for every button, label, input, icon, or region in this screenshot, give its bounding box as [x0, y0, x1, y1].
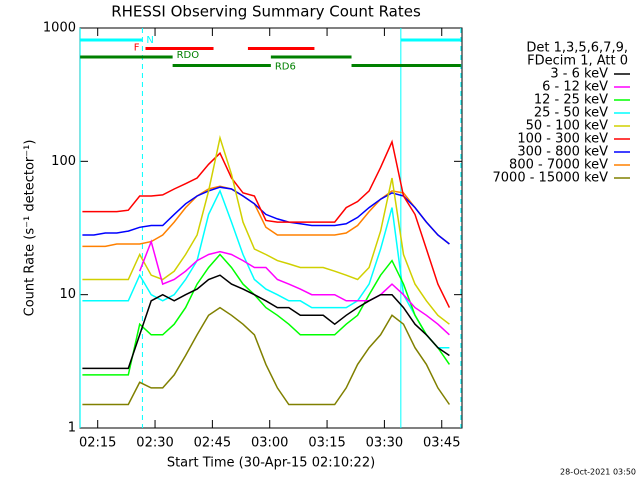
y-tick-label: 1	[68, 421, 76, 436]
legend-label: 25 - 50 keV	[534, 106, 608, 121]
x-tick-label: 03:00	[251, 436, 288, 451]
y-tick-label: 100	[51, 154, 76, 169]
x-axis-label: Start Time (30-Apr-15 02:10:22)	[167, 456, 375, 471]
x-tick-label: 03:30	[366, 436, 403, 451]
footer: 28-Oct-2021 03:50	[560, 468, 636, 477]
legend-label: 3 - 6 keV	[550, 67, 608, 82]
y-axis-label: Count Rate (s⁻¹ detector⁻¹)	[23, 140, 38, 317]
x-tick-label: 03:15	[308, 436, 345, 451]
x-tick-label: 02:15	[79, 436, 116, 451]
series-line	[82, 306, 451, 406]
legend-label: 12 - 25 keV	[534, 93, 608, 108]
legend-label: 50 - 100 keV	[526, 119, 609, 134]
legend-label: 300 - 800 keV	[517, 145, 608, 160]
x-tick-label: 03:45	[423, 436, 460, 451]
x-tick-label: 02:30	[136, 436, 173, 451]
legend-label: 800 - 7000 keV	[509, 158, 608, 173]
series-line	[82, 188, 450, 349]
y-tick-label: 10	[59, 287, 76, 302]
legend-header: Det 1,3,5,6,7,9,	[526, 41, 628, 56]
legend-label: 6 - 12 keV	[542, 80, 608, 95]
series-line	[82, 274, 450, 370]
legend-label: 7000 - 15000 keV	[493, 171, 609, 186]
flag-label: RDO	[177, 50, 200, 61]
flag-label: N	[146, 35, 153, 46]
legend-label: 100 - 300 keV	[517, 132, 608, 147]
chart-title: RHESSI Observing Summary Count Rates	[111, 3, 421, 21]
x-tick-label: 02:45	[194, 436, 231, 451]
series-line	[82, 139, 451, 308]
series-line	[139, 239, 450, 336]
y-tick-label: 1000	[43, 21, 76, 36]
flag-label: F	[134, 43, 140, 54]
legend-header: FDecim 1, Att 0	[527, 54, 628, 69]
flag-label: RD6	[275, 62, 296, 73]
series-line	[82, 253, 451, 376]
